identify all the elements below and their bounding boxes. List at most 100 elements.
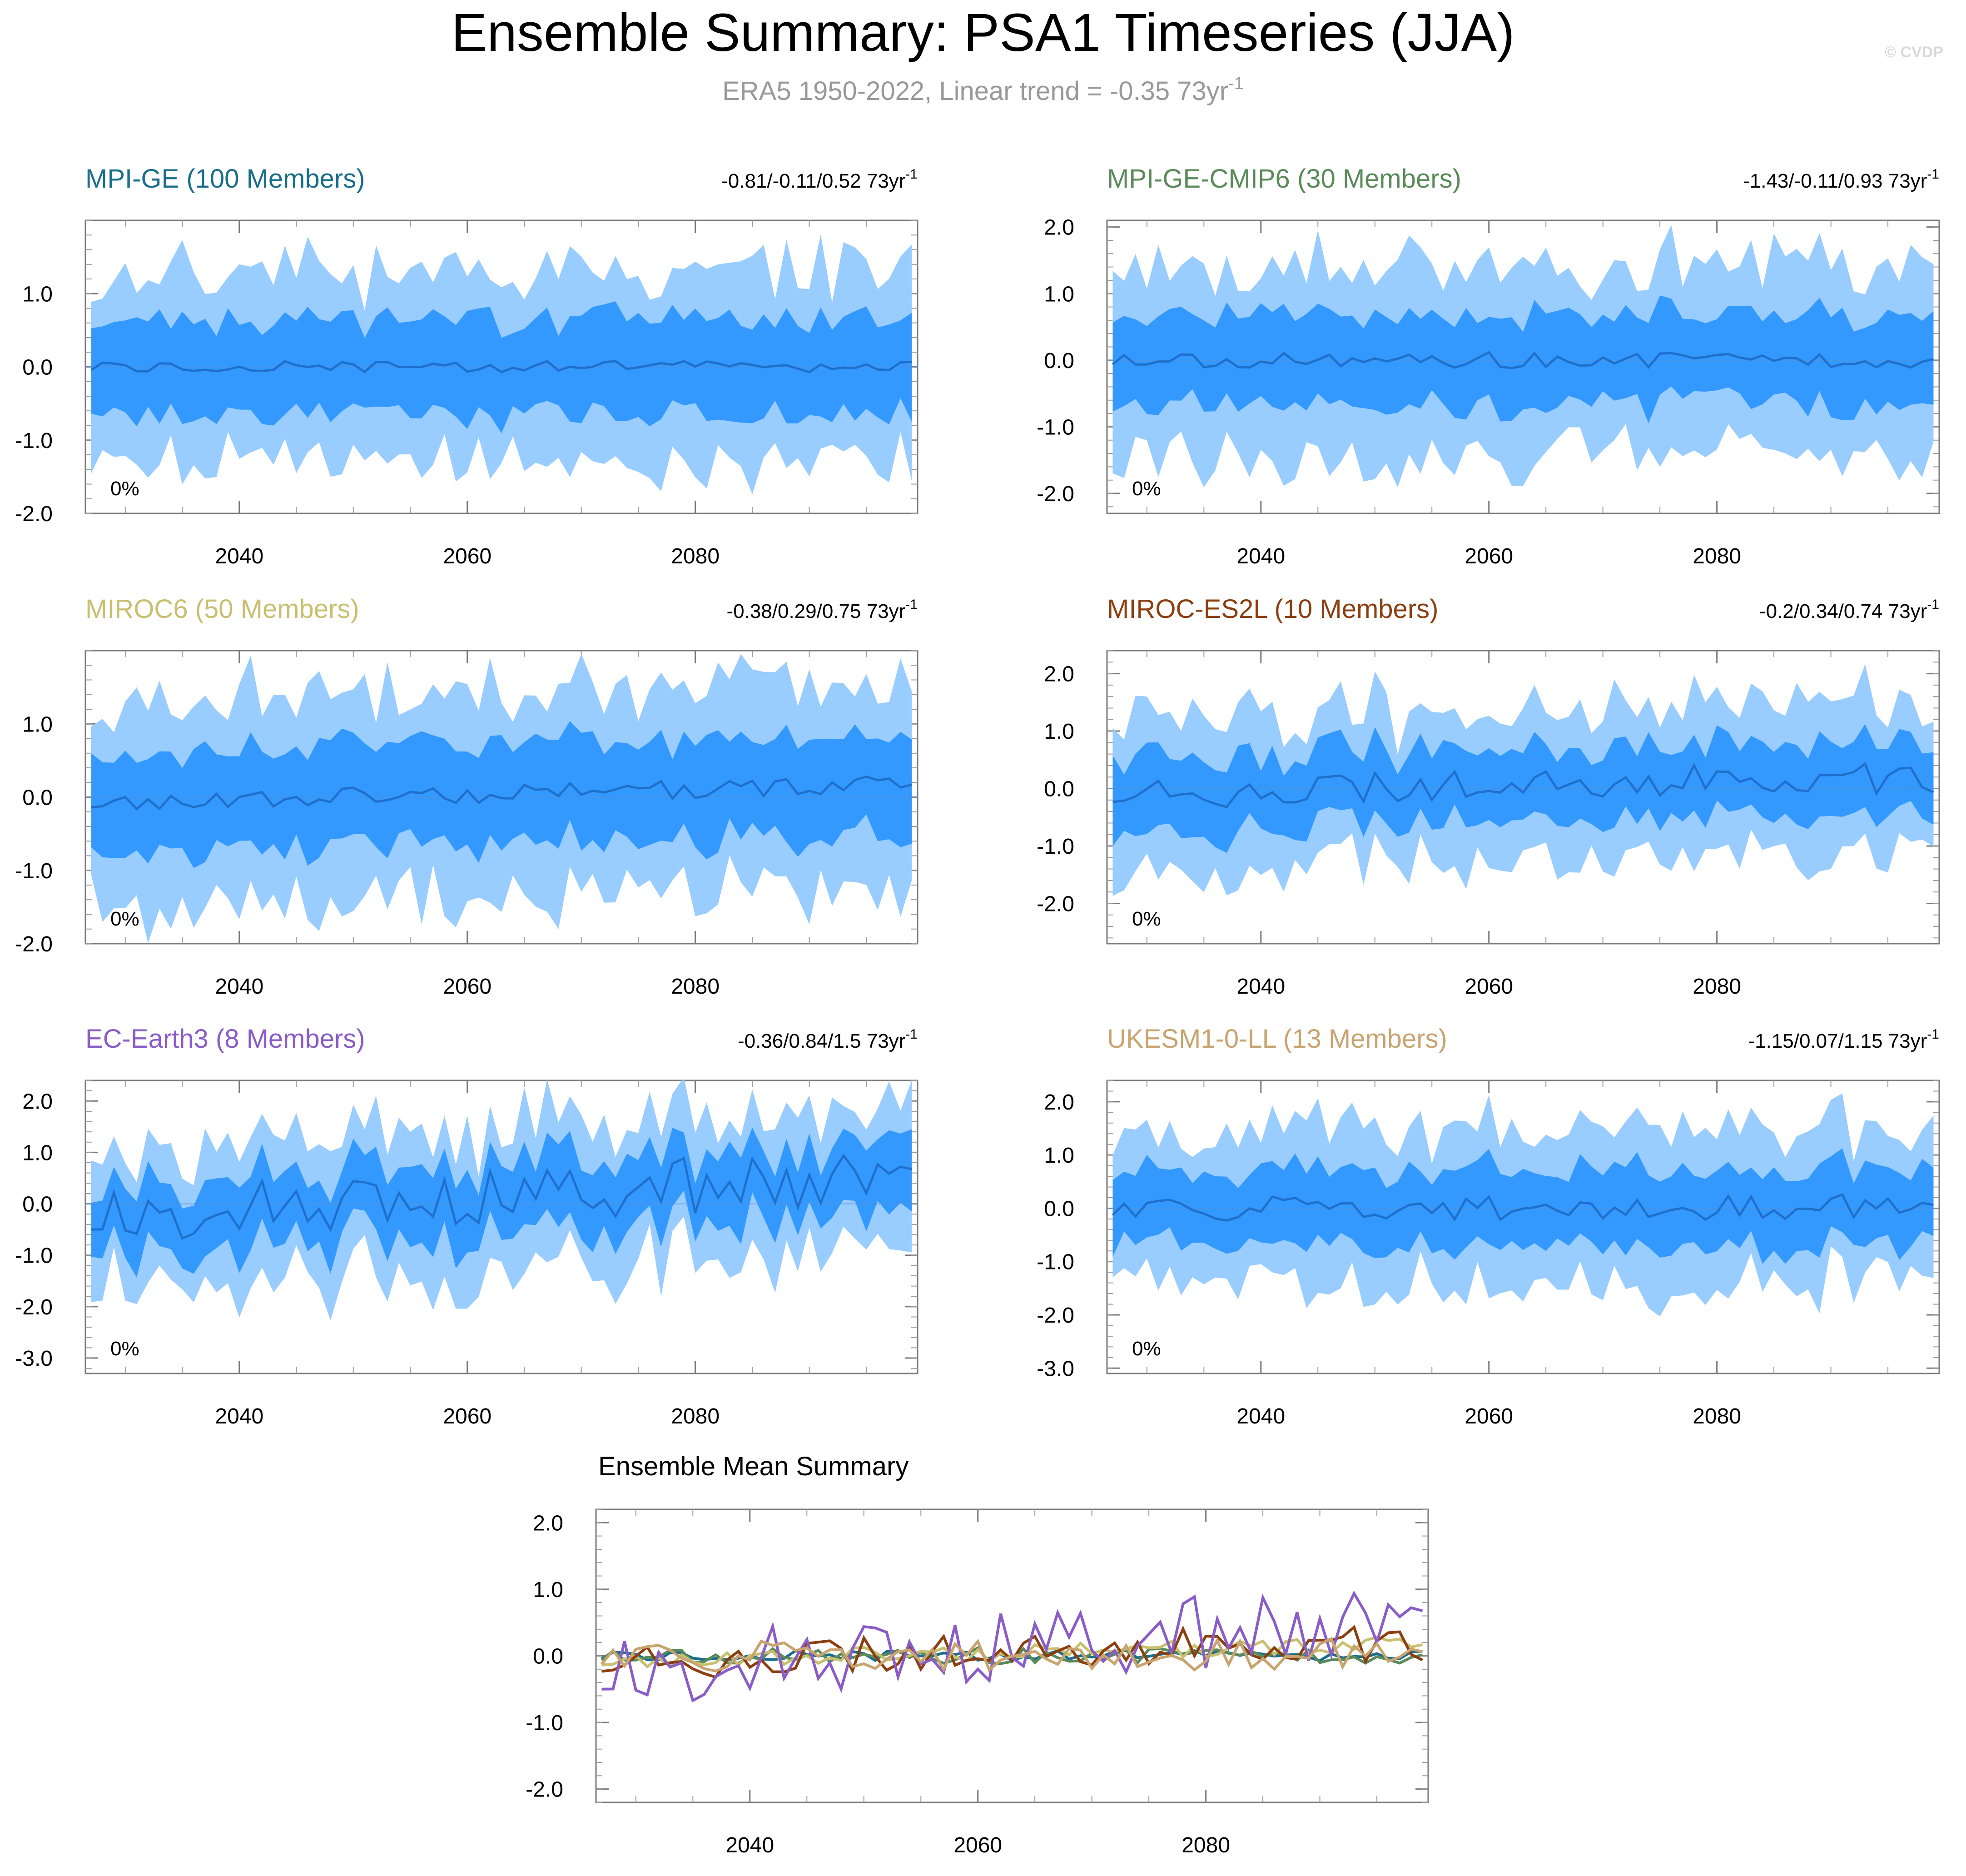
plot-frame-4 (1106, 650, 1940, 945)
y-tick-label: 0.0 (1044, 349, 1074, 373)
summary-plot-area (601, 1590, 1423, 1703)
panels-group: MPI-GE (100 Members) -0.81/-0.11/0.52 73y… (15, 164, 1940, 1857)
x-tick-label: 2080 (671, 975, 720, 999)
y-tick-label: 0.0 (22, 786, 53, 810)
y-tick-label: 2.0 (533, 1511, 563, 1535)
inner-band (91, 721, 912, 868)
y-tick-label: 0.0 (22, 1193, 53, 1217)
panel-6: UKESM1-0-LL (13 Members) -1.15/0.07/1.15 … (1037, 1024, 1940, 1428)
summary-panel: Ensemble Mean Summary 2040 2060 2080 2.0 1.0 0… (526, 1452, 1429, 1857)
x-tick-label: 2060 (443, 1404, 492, 1428)
panel-title: UKESM1-0-LL (13 Members) (1107, 1024, 1447, 1054)
panel-stat-text: -0.36/0.84/1.5 73yr (738, 1030, 905, 1052)
y-tick-label: 0.0 (1044, 1197, 1074, 1221)
y-tick-label: 2.0 (22, 1090, 53, 1114)
figure-subtitle: ERA5 1950-2022, Linear trend = -0.35 73y… (722, 74, 1244, 106)
y-tick-label: 0.0 (1044, 777, 1074, 801)
mean-line (91, 1154, 913, 1240)
x-tick-label: 2040 (1236, 544, 1285, 568)
x-tick-label: 2080 (1182, 1833, 1230, 1857)
x-tick-label: 2040 (215, 1404, 263, 1428)
y-tick-label: 2.0 (1044, 216, 1074, 240)
panel-stat-text: -1.43/-0.11/0.93 73yr (1743, 170, 1927, 192)
y-tick-label: -1.0 (15, 859, 53, 883)
x-tick-label: 2060 (443, 544, 492, 568)
x-tick-label: 2080 (1693, 544, 1741, 568)
y-tick-label: -1.0 (15, 429, 53, 453)
panel-stat-text: -0.81/-0.11/0.52 73yr (721, 170, 905, 192)
y-tick-label: 1.0 (1044, 720, 1074, 744)
mean-line (1112, 1193, 1934, 1222)
panel-stat: -1.15/0.07/1.15 73yr-1 (1748, 1027, 1939, 1052)
y-tick-label: 2.0 (1044, 1090, 1074, 1115)
y-tick-label: -2.0 (15, 502, 53, 526)
panel-percent: 0% (110, 1338, 139, 1360)
panel-plot-area (85, 234, 918, 494)
panel-plot-area (85, 654, 918, 943)
panel-plot-area (1107, 224, 1939, 488)
panel-stat: -0.38/0.29/0.75 73yr-1 (726, 597, 918, 622)
mean-line (90, 360, 912, 373)
summary-series-5 (601, 1590, 1423, 1703)
panel-title: EC-Earth3 (8 Members) (85, 1024, 365, 1054)
mean-line (1112, 351, 1934, 369)
plot-frame-5 (84, 1080, 918, 1374)
x-tick-label: 2060 (1465, 1404, 1513, 1428)
y-tick-label: -1.0 (1037, 415, 1074, 439)
plot-frame-2 (1106, 219, 1940, 514)
y-tick-label: -1.0 (526, 1711, 563, 1735)
panel-stat-sup: -1 (1927, 597, 1939, 612)
y-tick-label: -3.0 (15, 1347, 53, 1371)
inner-band (1112, 1148, 1934, 1264)
y-tick-label: 1.0 (22, 1141, 53, 1165)
summary-series-6 (601, 1637, 1423, 1673)
panel-stat-sup: -1 (905, 597, 918, 612)
y-tick-label: 0.0 (22, 356, 53, 380)
panel-percent: 0% (1132, 1338, 1161, 1360)
figure-title: Ensemble Summary: PSA1 Timeseries (JJA) (452, 3, 1515, 63)
panel-stat: -0.81/-0.11/0.52 73yr-1 (721, 167, 918, 192)
figure-subtitle-text: ERA5 1950-2022, Linear trend = -0.35 73y… (722, 76, 1228, 106)
panel-stat: -0.2/0.34/0.74 73yr-1 (1759, 597, 1939, 622)
mean-line (91, 775, 913, 811)
panel-stat-text: -0.38/0.29/0.75 73yr (726, 600, 905, 622)
y-tick-label: -1.0 (1037, 1250, 1074, 1274)
panel-3: MIROC6 (50 Members) -0.38/0.29/0.75 73yr-… (15, 594, 918, 999)
y-tick-label: -2.0 (1037, 1304, 1074, 1328)
y-tick-label: -1.0 (15, 1244, 53, 1268)
x-tick-label: 2080 (671, 1404, 720, 1428)
x-tick-label: 2040 (1236, 1404, 1285, 1428)
panel-title: MIROC-ES2L (10 Members) (1107, 594, 1438, 624)
panel-4: MIROC-ES2L (10 Members) -0.2/0.34/0.74 73… (1037, 594, 1940, 999)
panel-stat-text: -1.15/0.07/1.15 73yr (1748, 1030, 1927, 1052)
panel-title: MPI-GE-CMIP6 (30 Members) (1107, 164, 1461, 194)
inner-band (1112, 295, 1934, 423)
panel-stat-sup: -1 (1927, 1027, 1939, 1042)
x-tick-label: 2040 (215, 975, 263, 999)
x-tick-label: 2060 (443, 975, 492, 999)
x-tick-label: 2040 (1236, 975, 1285, 999)
y-tick-label: -2.0 (1037, 482, 1074, 506)
summary-title: Ensemble Mean Summary (598, 1452, 909, 1481)
y-tick-label: -2.0 (15, 932, 53, 956)
panel-plot-area (1107, 1093, 1939, 1317)
panel-stat-text: -0.2/0.34/0.74 73yr (1759, 600, 1927, 622)
y-tick-label: -2.0 (15, 1295, 53, 1319)
panel-plot-area (1107, 664, 1939, 896)
y-tick-label: 1.0 (22, 712, 53, 736)
panel-stat-sup: -1 (1927, 167, 1939, 182)
panel-title: MIROC6 (50 Members) (85, 594, 359, 624)
x-tick-label: 2080 (1693, 975, 1741, 999)
plot-frame-6 (1106, 1080, 1940, 1374)
y-tick-label: -1.0 (1037, 835, 1074, 859)
panel-stat: -0.36/0.84/1.5 73yr-1 (738, 1027, 918, 1052)
x-tick-label: 2060 (1465, 544, 1513, 568)
y-tick-label: -3.0 (1037, 1357, 1074, 1381)
panel-5: EC-Earth3 (8 Members) -0.36/0.84/1.5 73yr… (15, 1024, 918, 1428)
panel-1: MPI-GE (100 Members) -0.81/-0.11/0.52 73y… (15, 164, 918, 568)
panel-percent: 0% (110, 478, 139, 500)
y-tick-label: 1.0 (1044, 282, 1074, 306)
x-tick-label: 2080 (1693, 1404, 1741, 1428)
panel-stat: -1.43/-0.11/0.93 73yr-1 (1743, 167, 1939, 192)
